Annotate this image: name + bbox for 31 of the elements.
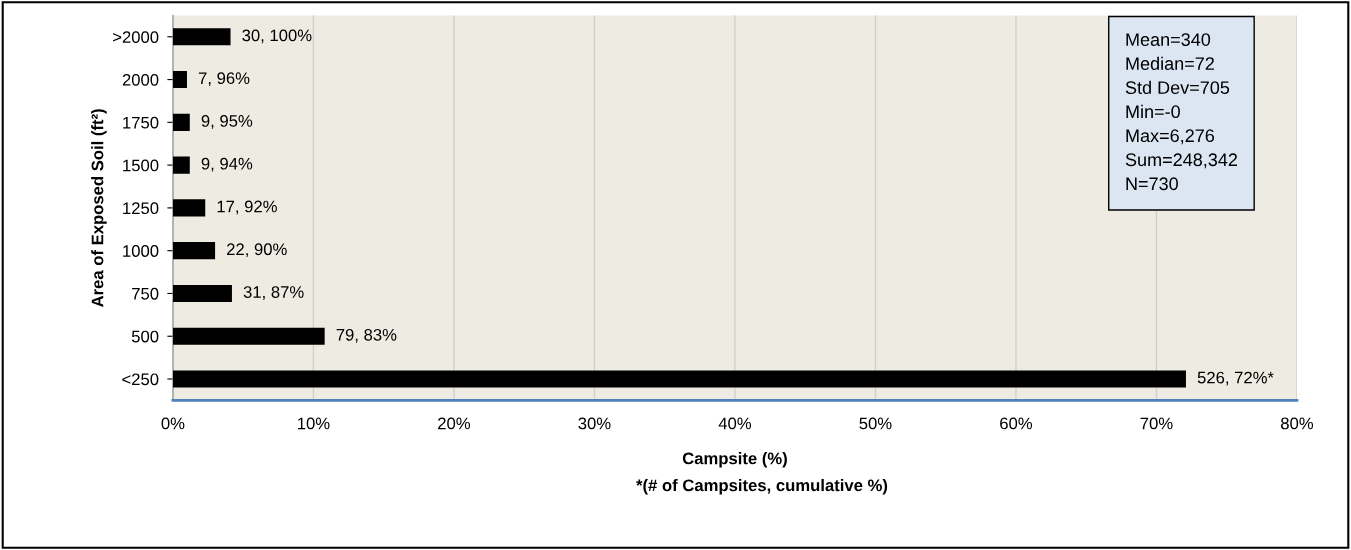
y-axis-title: Area of Exposed Soil (ft²)	[91, 109, 107, 308]
text: *(# of Campsites, cumulative %)	[636, 478, 888, 495]
annotation: 526, 72%*	[1197, 371, 1274, 386]
x-tick-label: 20%	[438, 417, 471, 430]
annotation: 79, 83%	[336, 328, 397, 343]
x-tick-label: 30%	[578, 417, 611, 430]
x-tick-label: 60%	[1000, 417, 1033, 430]
y-tick-label: >2000	[113, 31, 159, 43]
y-tick-label: 750	[132, 287, 159, 300]
y-tick-label: 1250	[123, 202, 159, 215]
x-tick-label: 40%	[718, 417, 752, 430]
x-tick-label: 70%	[1140, 417, 1173, 430]
annotation: 9, 94%	[201, 157, 253, 172]
y-tick-label: 2000	[122, 73, 159, 86]
annotation: 7, 96%	[198, 72, 250, 87]
y-tick-label: 1500	[123, 159, 159, 172]
y-tick-label: 1750	[123, 116, 159, 129]
x-tick-label: 0%	[161, 417, 185, 430]
x-tick-label: 10%	[298, 417, 330, 430]
x-tick-label: 80%	[1281, 417, 1314, 430]
annotation: 30, 100%	[242, 29, 312, 44]
y-tick-label: 500	[131, 330, 159, 343]
x-axis-title: Campsite (%)	[682, 452, 787, 468]
annotation: 31, 87%	[243, 286, 304, 300]
y-tick-label: <250	[122, 373, 159, 386]
annotation: 17, 92%	[217, 200, 277, 215]
x-tick-label: 50%	[859, 417, 892, 430]
annotation: 9, 95%	[201, 115, 253, 129]
annotation: Mean=340 Median=72 Std Dev=705 Min=-0 Max=6,276 Sum=248,342 N=730	[1125, 33, 1238, 191]
annotation: 22, 90%	[227, 243, 287, 258]
y-tick-label: 1000	[123, 245, 159, 257]
